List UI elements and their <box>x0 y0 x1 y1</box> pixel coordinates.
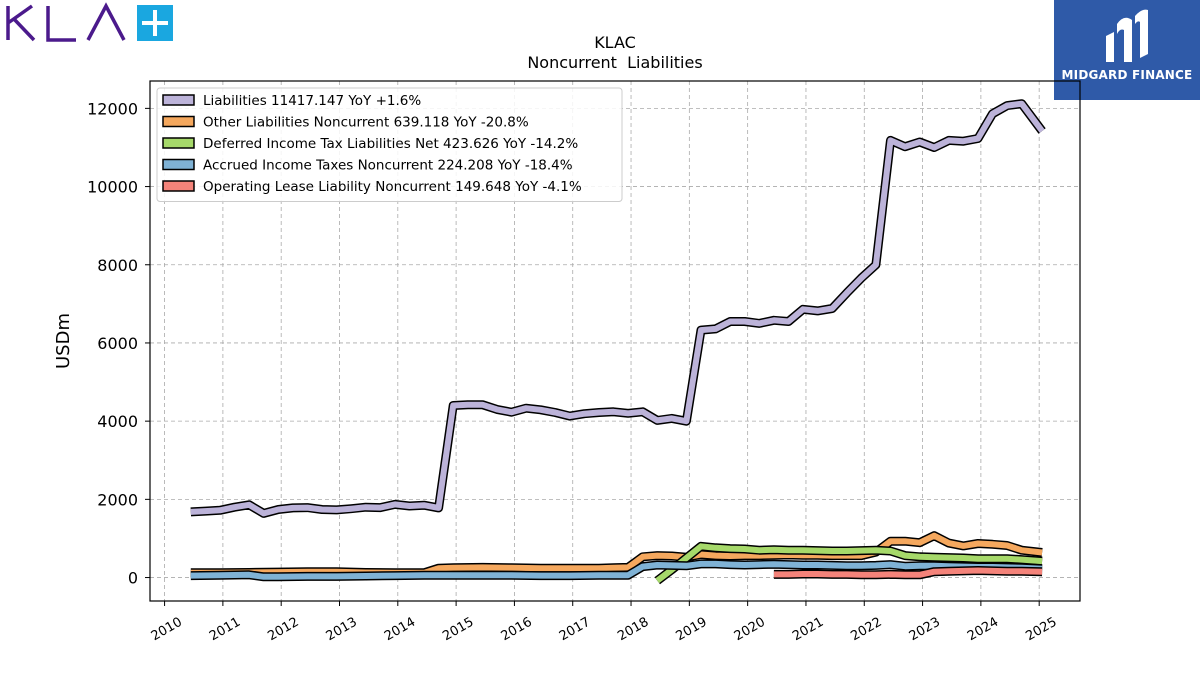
legend-swatch <box>162 180 195 192</box>
legend-swatch <box>162 158 195 171</box>
x-tick-label: 2020 <box>732 615 768 645</box>
x-tick-label: 2015 <box>440 615 476 645</box>
y-axis: 0 2000 4000 6000 8000 10000 12000 <box>87 99 150 588</box>
brand-logo: MIDGARD FINANCE <box>1054 0 1200 100</box>
x-tick-label: 2022 <box>848 615 884 645</box>
legend-entry: Other Liabilities Noncurrent 639.118 YoY… <box>203 115 529 131</box>
series-line <box>190 100 1045 517</box>
x-tick-label: 2016 <box>499 615 535 645</box>
x-tick-label: 2025 <box>1023 615 1059 645</box>
legend: Liabilities 11417.147 YoY +1.6% Other Lia… <box>156 87 623 202</box>
y-tick-label: 4000 <box>97 412 138 431</box>
y-tick-label: 6000 <box>97 334 138 353</box>
y-tick-label: 8000 <box>97 256 138 275</box>
x-tick-label: 2024 <box>965 615 1001 645</box>
x-tick-label: 2018 <box>615 615 651 645</box>
plus-icon <box>137 5 173 41</box>
legend-entry: Accrued Income Taxes Noncurrent 224.208 … <box>203 158 573 174</box>
x-tick-label: 2023 <box>907 615 943 645</box>
series-3 <box>190 559 1043 582</box>
kla-logo-letters <box>6 2 126 42</box>
legend-entry: Liabilities 11417.147 YoY +1.6% <box>203 93 421 109</box>
kla-logo <box>0 0 180 48</box>
x-tick-label: 2012 <box>265 615 301 645</box>
series-0 <box>190 99 1046 518</box>
x-tick-label: 2010 <box>149 615 185 645</box>
x-tick-label: 2014 <box>382 615 418 645</box>
series-line <box>190 560 1043 580</box>
brand-mark-icon <box>1106 9 1148 62</box>
series-layer <box>190 99 1046 585</box>
legend-box <box>156 87 623 202</box>
chart-title: KLAC <box>594 33 636 52</box>
x-axis: 2010 2011 2012 2013 2014 2015 2016 2017 2018 2019… <box>149 601 1060 644</box>
x-tick-label: 2017 <box>557 615 593 645</box>
x-tick-label: 2011 <box>207 615 243 645</box>
legend-swatch <box>162 137 195 149</box>
chart-subtitle: Noncurrent Liabilities <box>527 53 702 72</box>
series-line <box>773 567 1043 578</box>
series-2 <box>654 541 1043 585</box>
legend-swatch <box>162 94 195 106</box>
y-axis-label: USDm <box>53 313 74 369</box>
x-tick-label: 2021 <box>790 615 826 645</box>
y-tick-label: 12000 <box>87 99 138 118</box>
x-tick-label: 2013 <box>324 615 360 645</box>
brand-name: MIDGARD FINANCE <box>1061 68 1193 82</box>
series-line <box>655 543 1043 584</box>
plot-frame <box>149 80 1081 602</box>
y-tick-label: 10000 <box>87 178 138 197</box>
series-4 <box>773 566 1043 580</box>
y-tick-label: 2000 <box>97 490 138 509</box>
y-tick-label: 0 <box>128 569 138 588</box>
legend-entry: Operating Lease Liability Noncurrent 149… <box>203 179 582 195</box>
x-tick-label: 2019 <box>674 615 710 645</box>
legend-swatch <box>162 115 195 128</box>
legend-entry: Deferred Income Tax Liabilities Net 423.… <box>203 136 578 152</box>
